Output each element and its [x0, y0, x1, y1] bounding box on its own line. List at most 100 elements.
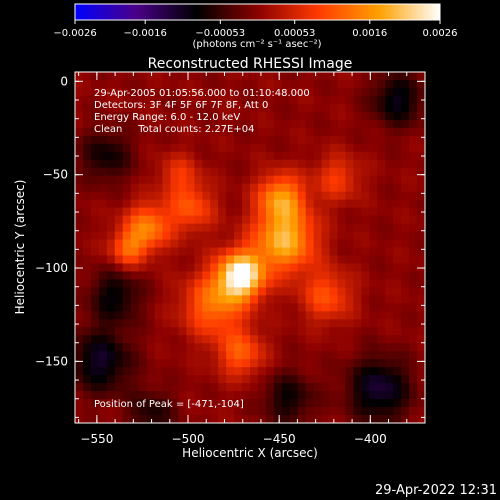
heatmap-cell: [106, 271, 116, 281]
heatmap-cell: [297, 191, 307, 201]
heatmap-cell: [194, 151, 203, 161]
heatmap-cell: [218, 279, 227, 288]
heatmap-cell: [273, 335, 283, 344]
heatmap-cell: [385, 199, 394, 209]
heatmap-cell: [297, 399, 307, 408]
heatmap-cell: [321, 151, 331, 161]
heatmap-cell: [345, 415, 354, 423]
heatmap-cell: [345, 103, 354, 113]
heatmap-cell: [417, 183, 425, 193]
heatmap-cell: [82, 119, 92, 129]
heatmap-cell: [90, 135, 100, 145]
heatmap-cell: [313, 327, 323, 336]
heatmap-cell: [401, 335, 410, 344]
heatmap-cell: [361, 143, 370, 153]
heatmap-cell: [305, 383, 315, 392]
heatmap-cell: [186, 271, 195, 281]
heatmap-cell: [202, 135, 211, 145]
heatmap-cell: [289, 135, 299, 145]
heatmap-cell: [369, 119, 378, 129]
heatmap-cell: [250, 407, 259, 416]
heatmap-cell: [377, 247, 386, 257]
heatmap-cell: [313, 279, 323, 288]
heatmap-cell: [114, 183, 124, 193]
heatmap-cell: [281, 199, 291, 209]
heatmap-cell: [265, 215, 275, 225]
heatmap-cell: [226, 383, 235, 392]
heatmap-cell: [146, 295, 156, 304]
heatmap-cell: [82, 135, 92, 145]
heatmap-cell: [106, 119, 116, 129]
heatmap-cell: [75, 119, 84, 129]
heatmap-cell: [202, 295, 211, 304]
heatmap-cell: [170, 183, 179, 193]
heatmap-cell: [122, 119, 132, 129]
heatmap-cell: [186, 79, 195, 89]
heatmap-cell: [75, 199, 84, 209]
heatmap-cell: [162, 415, 172, 423]
colorbar-units-label: (photons cm⁻² s⁻¹ asec⁻²): [192, 39, 321, 50]
heatmap-cell: [138, 375, 148, 384]
heatmap-cell: [361, 343, 370, 352]
heatmap-cell: [82, 143, 92, 153]
heatmap-cell: [281, 103, 291, 113]
heatmap-cell: [353, 231, 362, 241]
heatmap-cell: [305, 255, 315, 265]
heatmap-cell: [265, 151, 275, 161]
heatmap-cell: [273, 247, 283, 257]
heatmap-cell: [154, 415, 164, 423]
heatmap-cell: [90, 103, 100, 113]
heatmap-cell: [281, 183, 291, 193]
heatmap-cell: [146, 255, 156, 265]
heatmap-cell: [409, 231, 418, 241]
heatmap-cell: [417, 199, 425, 209]
heatmap-cell: [138, 207, 148, 217]
heatmap-cell: [234, 247, 243, 257]
heatmap-cell: [138, 95, 148, 105]
heatmap-cell: [162, 87, 172, 97]
heatmap-cell: [321, 191, 331, 201]
heatmap-cell: [329, 375, 339, 384]
heatmap-cell: [329, 263, 339, 273]
heatmap-cell: [82, 95, 92, 105]
heatmap-cell: [242, 375, 251, 384]
heatmap-cell: [313, 231, 323, 241]
heatmap-cell: [297, 295, 307, 304]
heatmap-cell: [329, 399, 339, 408]
heatmap-cell: [114, 375, 124, 384]
heatmap-cell: [130, 247, 140, 257]
heatmap-cell: [281, 407, 291, 416]
heatmap-cell: [210, 327, 219, 336]
heatmap-cell: [297, 415, 307, 423]
heatmap-cell: [321, 287, 331, 296]
heatmap-cell: [154, 383, 164, 392]
heatmap-cell: [321, 95, 331, 105]
heatmap-cell: [82, 239, 92, 249]
heatmap-cell: [186, 103, 195, 113]
heatmap-cell: [401, 415, 410, 423]
heatmap-cell: [186, 359, 195, 368]
heatmap-cell: [289, 103, 299, 113]
heatmap-cell: [377, 399, 386, 408]
heatmap-cell: [345, 135, 354, 145]
heatmap-cell: [186, 367, 195, 376]
heatmap-cell: [122, 111, 132, 121]
heatmap-cell: [265, 159, 275, 169]
heatmap-cell: [75, 327, 84, 336]
heatmap-cell: [194, 87, 203, 97]
heatmap-cell: [82, 191, 92, 201]
heatmap-cell: [130, 263, 140, 273]
heatmap-cell: [75, 223, 84, 233]
heatmap-cell: [210, 79, 219, 89]
heatmap-cell: [353, 255, 362, 265]
heatmap-cell: [289, 407, 299, 416]
heatmap-cell: [75, 319, 84, 328]
heatmap-cell: [106, 295, 116, 304]
heatmap-cell: [265, 255, 275, 265]
heatmap-cell: [242, 119, 251, 129]
heatmap-cell: [106, 367, 116, 376]
heatmap-cell: [250, 359, 259, 368]
heatmap-cell: [106, 199, 116, 209]
heatmap-cell: [226, 191, 235, 201]
heatmap-cell: [170, 247, 179, 257]
